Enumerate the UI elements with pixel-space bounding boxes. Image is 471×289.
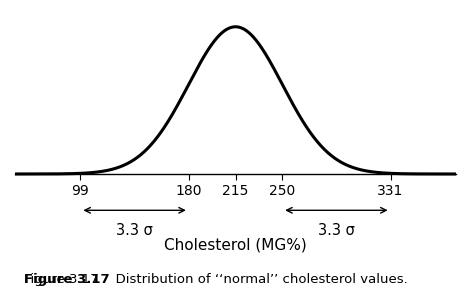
Text: 3.3 σ: 3.3 σ: [318, 223, 355, 238]
Text: 3.3 σ: 3.3 σ: [116, 223, 153, 238]
Text: Figure 3.17    Distribution of ‘‘normal’’ cholesterol values.: Figure 3.17 Distribution of ‘‘normal’’ c…: [24, 273, 407, 286]
Text: Figure 3.17: Figure 3.17: [24, 273, 109, 286]
X-axis label: Cholesterol (MG%): Cholesterol (MG%): [164, 237, 307, 252]
